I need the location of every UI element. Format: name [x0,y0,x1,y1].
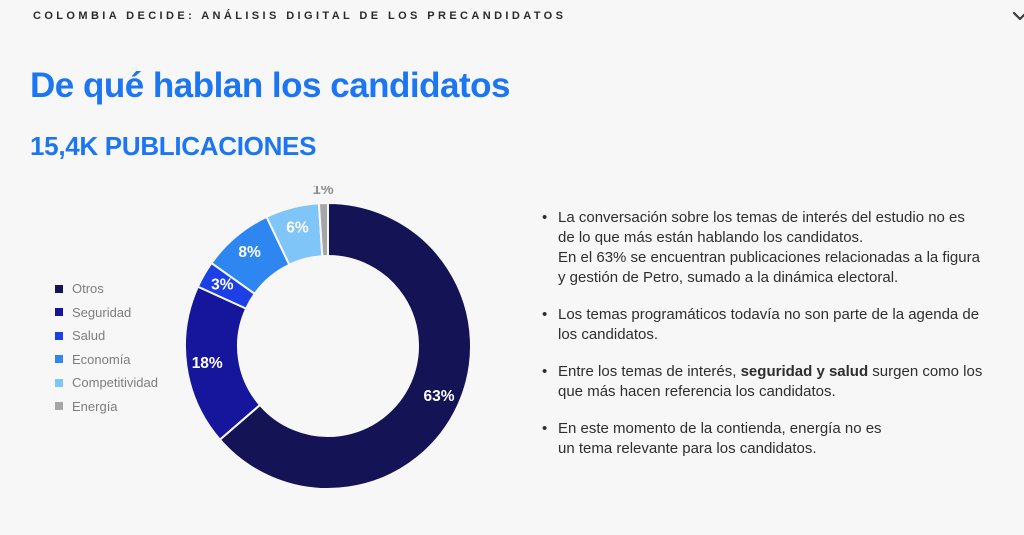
legend-swatch [55,331,63,340]
chart-legend: Otros Seguridad Salud Economía Competitivida… [55,277,158,418]
legend-label: Energía [72,398,118,414]
segment-label: 63% [423,388,454,405]
legend-label: Competitividad [72,375,158,391]
bullet-marker: • [542,363,548,380]
bullet-item: • Los temas programáticos todavía no son … [538,305,1008,345]
donut-segment-otros [218,201,472,490]
bullet-marker: • [542,306,548,323]
legend-item-energia: Energía [55,395,158,419]
page-title: De qué hablan los candidatos [30,66,510,105]
legend-label: Otros [72,281,104,297]
legend-swatch [55,378,63,387]
legend-item-competitividad: Competitividad [55,371,158,395]
bullet-item: • Entre los temas de interés, seguridad y… [538,362,1008,402]
bullet-text: La conversación sobre los temas de inter… [558,209,980,286]
legend-label: Economía [72,351,131,367]
bullet-list: • La conversación sobre los temas de inte… [538,208,1008,476]
legend-swatch [55,402,63,411]
bullet-item: • En este momento de la contienda, energí… [538,419,1008,459]
segment-label: 3% [211,277,234,294]
donut-segment-energia [317,201,329,258]
segment-label: 6% [286,219,309,236]
legend-item-economia: Economía [55,348,158,372]
segment-label: 18% [192,355,223,372]
legend-label: Seguridad [72,304,132,320]
page-subtitle: 15,4K PUBLICACIONES [30,131,317,161]
bullet-text: En este momento de la contienda, energía… [558,420,882,457]
segment-label: 1% [313,186,334,198]
legend-swatch [55,308,63,317]
segment-label: 8% [238,244,261,261]
legend-swatch [55,355,63,364]
slide-kicker: COLOMBIA DECIDE: ANÁLISIS DIGITAL DE LOS… [33,10,567,22]
legend-item-salud: Salud [55,324,158,348]
bullet-text: Los temas programáticos todavía no son p… [558,306,980,343]
chevron-down-icon[interactable] [1010,6,1024,26]
donut-chart: 63% 18% 3%8% 6% 1% [184,186,472,490]
legend-label: Salud [72,328,106,344]
legend-item-seguridad: Seguridad [55,301,158,325]
legend-item-otros: Otros [55,277,158,301]
bullet-marker: • [542,209,548,226]
bullet-text: Entre los temas de interés, seguridad y … [558,363,983,400]
legend-swatch [55,284,63,293]
bullet-item: • La conversación sobre los temas de inte… [538,208,1008,288]
bullet-marker: • [542,420,548,437]
